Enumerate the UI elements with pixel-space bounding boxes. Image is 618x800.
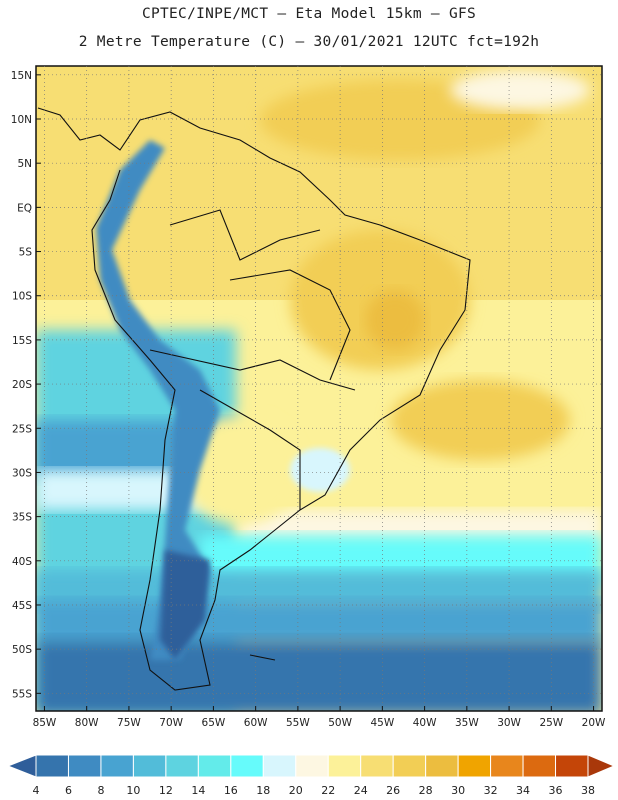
colorbar-tick-label: 38 bbox=[581, 784, 595, 797]
colorbar-min-arrow bbox=[6, 754, 37, 778]
lon-label: 65W bbox=[202, 717, 226, 729]
colorbar-box bbox=[35, 754, 69, 778]
lon-label: 55W bbox=[286, 717, 310, 729]
lat-label: 10S bbox=[12, 291, 32, 303]
colorbar-box bbox=[132, 754, 167, 778]
lon-label: 20W bbox=[582, 717, 606, 729]
title-line-2: 2 Metre Temperature (C) – 30/01/2021 12U… bbox=[78, 34, 540, 50]
colorbar-box bbox=[197, 754, 232, 778]
colorbar-tick-label: 6 bbox=[65, 784, 72, 797]
lat-label: 45S bbox=[12, 600, 32, 612]
colorbar-box bbox=[555, 754, 589, 778]
lat-label: 30S bbox=[12, 467, 32, 479]
colorbar-tick-label: 28 bbox=[419, 784, 433, 797]
colorbar bbox=[6, 754, 616, 778]
colorbar-box bbox=[425, 754, 459, 778]
lon-label: 35W bbox=[455, 717, 479, 729]
lat-label: EQ bbox=[17, 202, 32, 214]
colorbar-tick-label: 32 bbox=[484, 784, 498, 797]
colorbar-tick-label: 30 bbox=[451, 784, 465, 797]
lon-label: 30W bbox=[497, 717, 521, 729]
colorbar-box bbox=[165, 754, 199, 778]
colorbar-tick-label: 10 bbox=[126, 784, 140, 797]
colorbar-tick-label: 20 bbox=[289, 784, 303, 797]
colorbar-tick-label: 12 bbox=[159, 784, 173, 797]
colorbar-tick-label: 22 bbox=[321, 784, 335, 797]
longitude-labels: 85W 80W 75W 70W 65W 60W 55W 50W 45W 40W 35W 30W 25W 2… bbox=[33, 706, 606, 729]
lon-label: 40W bbox=[413, 717, 437, 729]
colorbar-box bbox=[262, 754, 297, 778]
colorbar-box bbox=[360, 754, 394, 778]
colorbar-box bbox=[295, 754, 329, 778]
lon-label: 85W bbox=[33, 717, 57, 729]
lon-label: 70W bbox=[159, 717, 183, 729]
colorbar-tick-label: 18 bbox=[256, 784, 270, 797]
colorbar-box bbox=[490, 754, 524, 778]
lon-label: 25W bbox=[539, 717, 563, 729]
colorbar-tick-label: 36 bbox=[549, 784, 563, 797]
lat-label: 50S bbox=[12, 644, 32, 656]
latitude-labels: 15N 10N 5N EQ 5S 10S 15S 20S 25S 30S 35S 40S 45S 50S 5… bbox=[11, 70, 41, 700]
lat-label: 15N bbox=[11, 70, 32, 82]
colorbar-box bbox=[457, 754, 492, 778]
colorbar-tick-label: 8 bbox=[97, 784, 104, 797]
lat-label: 10N bbox=[11, 114, 32, 126]
country-outlines bbox=[37, 107, 471, 691]
lon-label: 50W bbox=[328, 717, 352, 729]
lat-label: 20S bbox=[12, 379, 32, 391]
lon-label: 60W bbox=[244, 717, 268, 729]
lon-label: 75W bbox=[117, 717, 141, 729]
colorbar-box bbox=[230, 754, 264, 778]
colorbar-box bbox=[67, 754, 102, 778]
colorbar-max-arrow bbox=[587, 754, 616, 778]
lat-label: 35S bbox=[12, 512, 32, 524]
colorbar-tick-label: 14 bbox=[191, 784, 205, 797]
lat-label: 5N bbox=[17, 158, 32, 170]
colorbar-tick-label: 34 bbox=[516, 784, 530, 797]
lat-label: 5S bbox=[19, 247, 33, 259]
title-line-1: CPTEC/INPE/MCT – Eta Model 15km – GFS bbox=[141, 6, 477, 22]
lat-label: 40S bbox=[12, 556, 32, 568]
lat-label: 25S bbox=[12, 423, 32, 435]
colorbar-tick-label: 24 bbox=[354, 784, 368, 797]
lat-label: 15S bbox=[12, 335, 32, 347]
lon-label: 80W bbox=[75, 717, 99, 729]
colorbar-box bbox=[392, 754, 427, 778]
lat-label: 55S bbox=[12, 688, 32, 700]
colorbar-box bbox=[100, 754, 134, 778]
temperature-field bbox=[36, 66, 602, 711]
colorbar-tick-label: 16 bbox=[224, 784, 238, 797]
colorbar-tick-label: 26 bbox=[386, 784, 400, 797]
map-frame bbox=[35, 65, 603, 712]
colorbar-box bbox=[522, 754, 557, 778]
colorbar-tick-label: 4 bbox=[33, 784, 40, 797]
lon-label: 45W bbox=[370, 717, 394, 729]
colorbar-box bbox=[327, 754, 362, 778]
colorbar-tick-labels: 4 6 8 10 12 14 16 18 20 22 24 26 28 30 32 34 36 38 bbox=[33, 784, 596, 797]
